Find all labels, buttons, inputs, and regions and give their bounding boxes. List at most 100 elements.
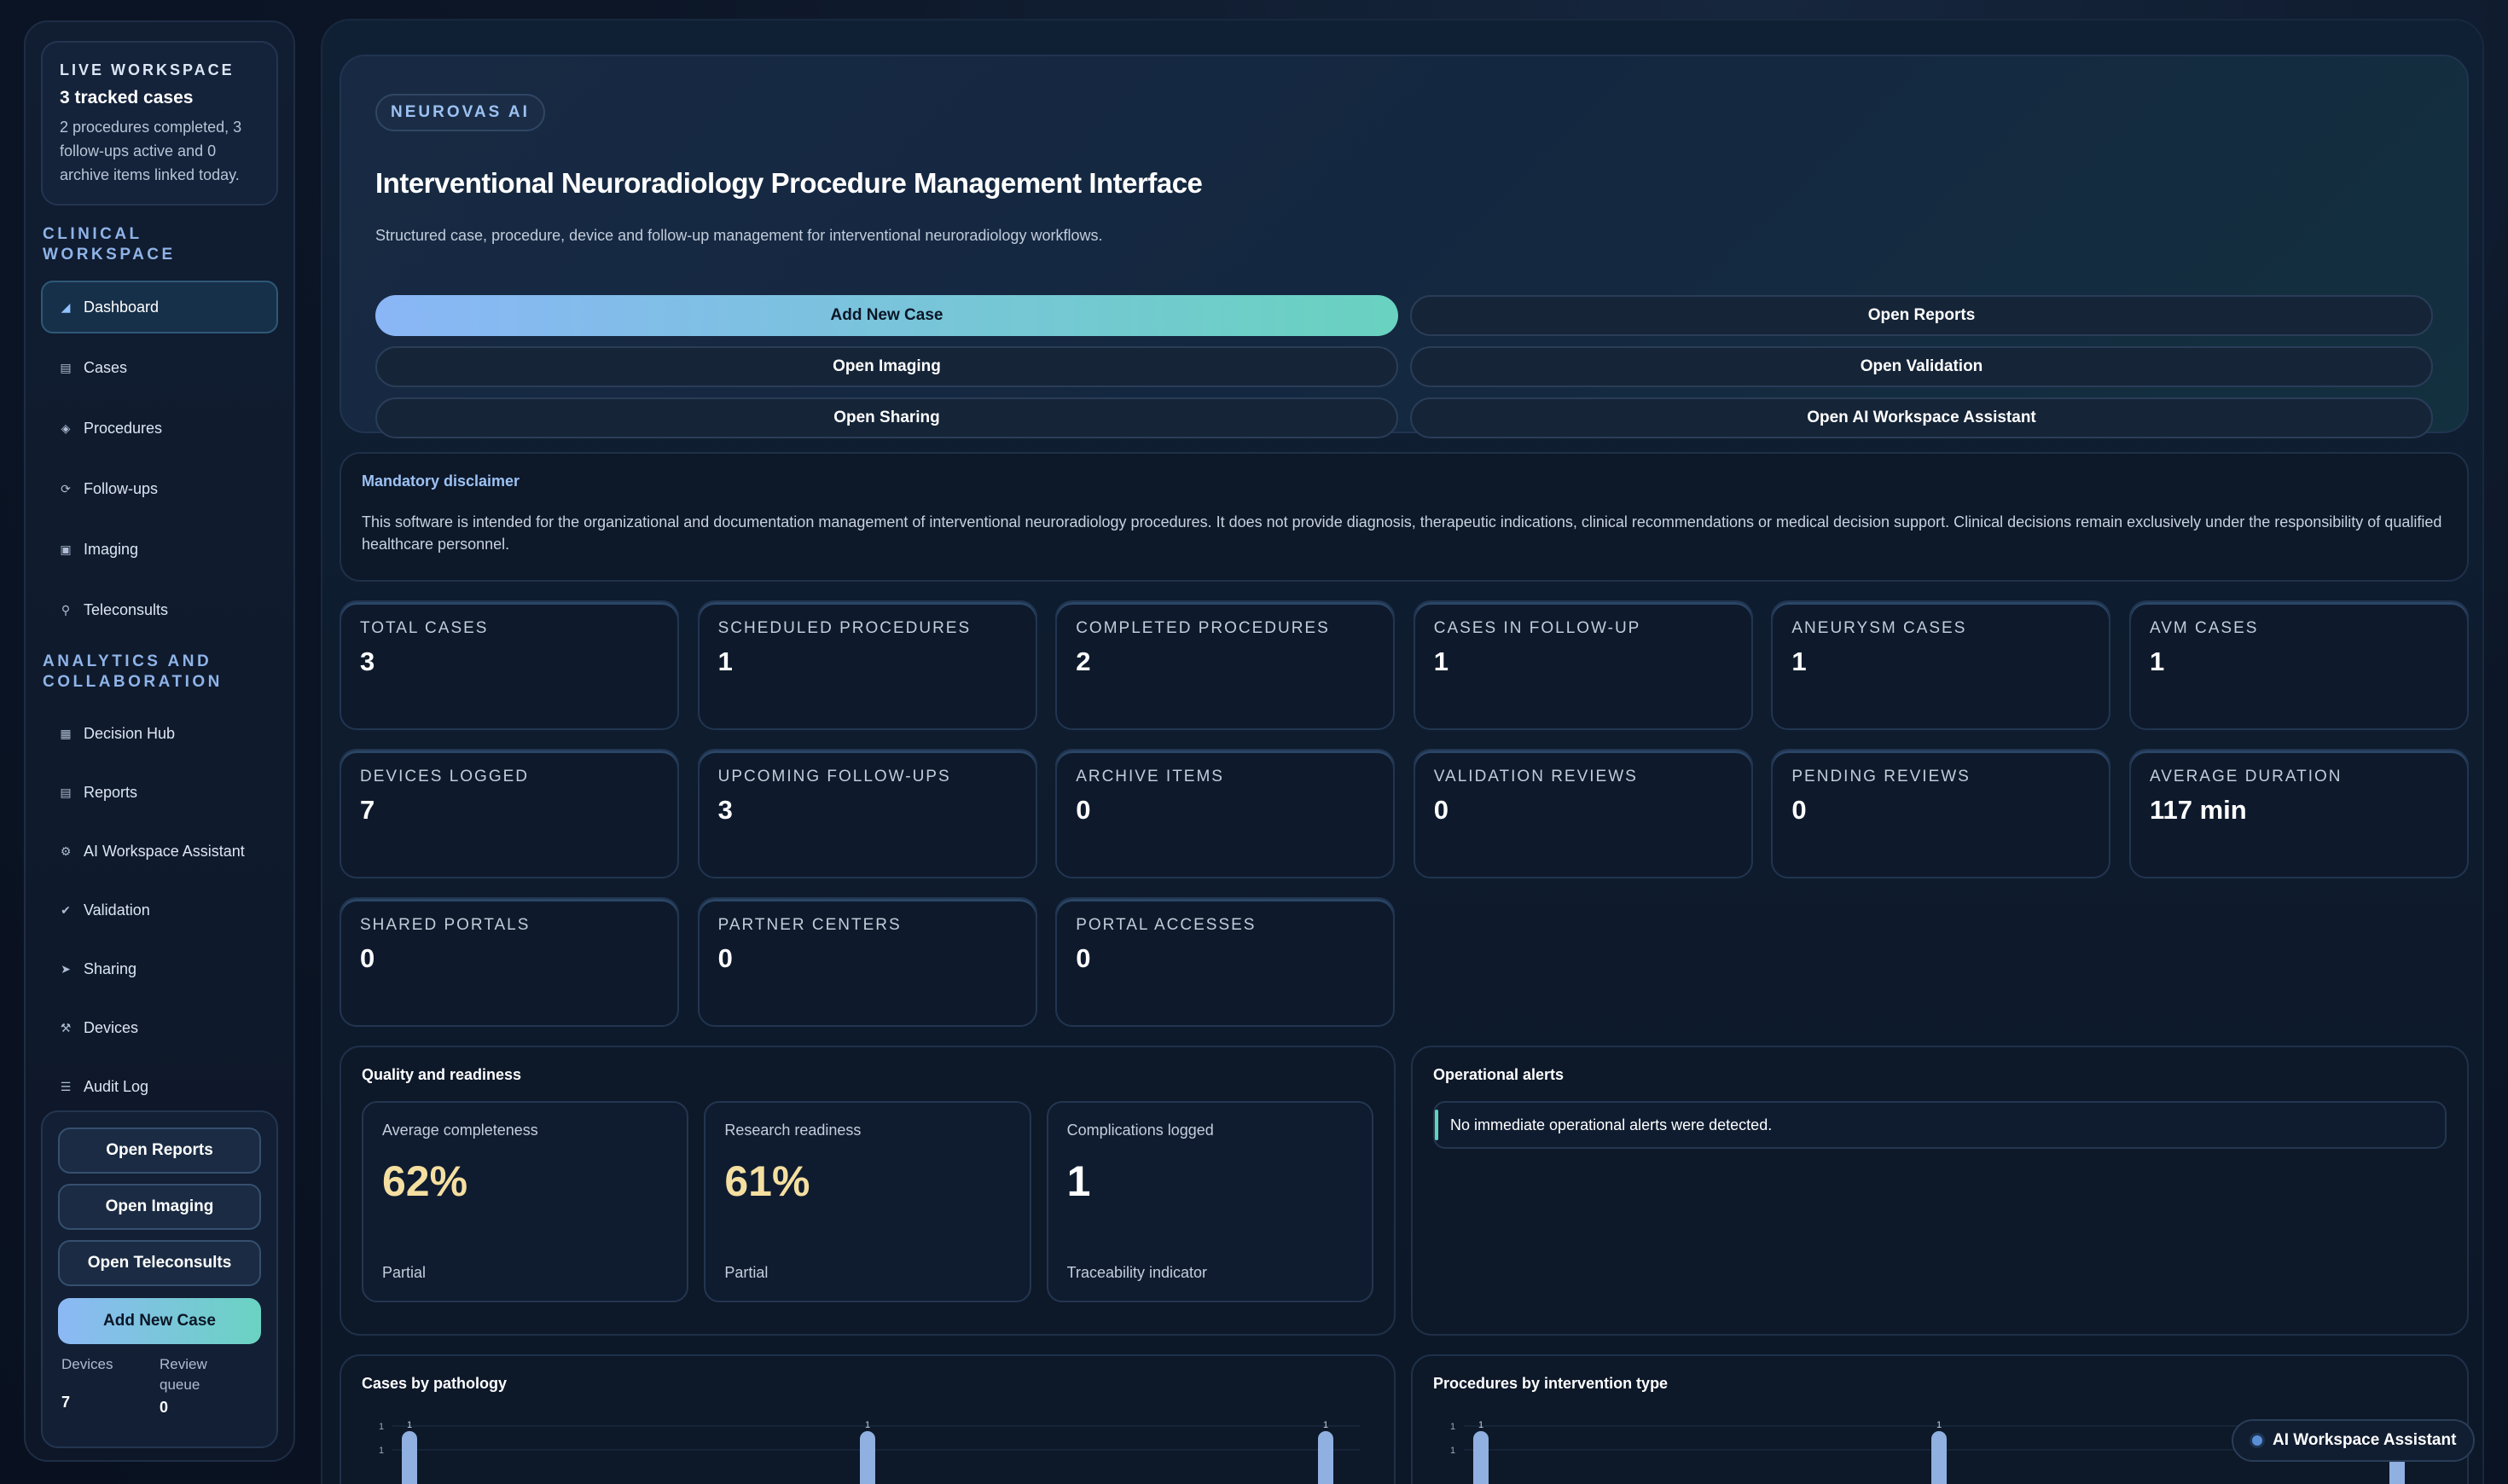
sidebar-item-imaging[interactable]: ▣ Imaging [41,523,278,576]
sidebar-item-label: Dashboard [84,298,160,316]
cases-by-pathology-chart: 1 1 1 1 1 [379,1420,1360,1484]
stat-label: TOTAL CASES [360,619,489,637]
open-reports-button[interactable]: Open Reports [58,1127,261,1174]
check-circle-icon: ✔ [61,902,71,917]
stat-value: 0 [1076,795,1091,825]
clinical-nav: ◢ Dashboard ▤ Cases ◈ Procedures ⟳ Follo… [41,281,278,636]
quality-panel: Quality and readiness Average completene… [340,1046,1396,1336]
sidebar-item-label: Audit Log [84,1077,149,1095]
bar [1473,1431,1489,1484]
sidebar-item-label: AI Workspace Assistant [84,842,245,860]
chart-title: Procedures by intervention type [1433,1375,1669,1392]
share-icon: ➤ [61,961,71,976]
assistant-pill-label: AI Workspace Assistant [2273,1431,2457,1449]
stat-average-duration: AVERAGE DURATION 117 min [2128,749,2469,878]
stat-archive-items: ARCHIVE ITEMS 0 [1055,749,1396,878]
sidebar-item-label: Cases [84,358,128,376]
page-title: Interventional Neuroradiology Procedure … [375,167,1203,199]
sidebar-item-audit-log[interactable]: ☰ Audit Log [41,1061,278,1112]
stat-value: 0 [1076,943,1091,973]
stat-value: 0 [1433,795,1449,825]
stat-scheduled-procedures: SCHEDULED PROCEDURES 1 [697,600,1037,730]
live-workspace-card: LIVE WORKSPACE 3 tracked cases 2 procedu… [41,41,278,206]
sidebar-item-label: Teleconsults [84,600,169,618]
robot-icon: ⚙ [60,843,72,858]
review-queue-label: Review queue [160,1356,207,1393]
cases-by-pathology-panel: Cases by pathology 1 1 1 1 1 [340,1354,1396,1484]
stat-devices-logged: DEVICES LOGGED 7 [340,749,679,878]
sidebar-item-label: Validation [84,901,150,919]
stat-label: CASES IN FOLLOW-UP [1433,619,1641,637]
sidebar-item-sharing[interactable]: ➤ Sharing [41,943,278,994]
quality-title: Quality and readiness [362,1066,522,1083]
stat-completed-procedures: COMPLETED PROCEDURES 2 [1055,600,1396,730]
grid-icon: ▦ [60,726,72,740]
stat-aneurysm-cases: ANEURYSM CASES 1 [1771,600,2111,730]
nav-section-analytics: ANALYTICS AND COLLABORATION [43,652,223,691]
sidebar-item-decision-hub[interactable]: ▦ Decision Hub [41,708,278,759]
hero-panel: NEUROVAS AI Interventional Neuroradiolog… [340,55,2469,438]
sidebar-item-procedures[interactable]: ◈ Procedures [41,402,278,455]
bar-value-label: 1 [407,1420,412,1430]
open-imaging-button[interactable]: Open Imaging [58,1184,261,1230]
folder-icon: ▤ [60,360,72,374]
stat-value: 3 [717,795,733,825]
open-teleconsults-button[interactable]: Open Teleconsults [58,1240,261,1286]
quality-foot: Partial [724,1264,769,1281]
open-reports-button[interactable]: Open Reports [1410,295,2433,336]
status-dot-icon [2252,1435,2262,1446]
stat-total-cases: TOTAL CASES 3 [340,600,679,730]
y-tick-label: 1 [1450,1446,1455,1456]
sidebar: LIVE WORKSPACE 3 tracked cases 2 procedu… [24,20,295,1462]
add-new-case-button[interactable]: Add New Case [375,295,1398,336]
page-subtitle: Structured case, procedure, device and f… [375,227,1103,244]
sidebar-item-label: Follow-ups [84,479,159,497]
stat-value: 0 [1791,795,1807,825]
bar-value-label: 1 [1323,1420,1328,1430]
sidebar-item-follow-ups[interactable]: ⟳ Follow-ups [41,462,278,515]
review-queue-stat: Review queue 0 [160,1354,258,1417]
nav-section-clinical: CLINICAL WORKSPACE [43,225,176,264]
sidebar-item-cases[interactable]: ▤ Cases [41,341,278,394]
brand-tag: NEUROVAS AI [375,94,545,131]
stat-label: DEVICES LOGGED [360,768,529,785]
stat-avm-cases: AVM CASES 1 [2128,600,2469,730]
open-sharing-button[interactable]: Open Sharing [375,397,1398,438]
quick-actions-card: Open Reports Open Imaging Open Teleconsu… [41,1110,278,1448]
wrench-icon: ⚒ [60,1020,72,1035]
devices-stat: Devices 7 [61,1354,160,1417]
bar [1931,1431,1947,1484]
main-content: NEUROVAS AI Interventional Neuroradiolog… [321,19,2484,1484]
sidebar-item-teleconsults[interactable]: ⚲ Teleconsults [41,583,278,636]
stat-value: 1 [1433,646,1449,676]
live-workspace-description: 2 procedures completed, 3 follow-ups act… [60,119,242,183]
y-tick-label: 1 [1450,1422,1455,1432]
stat-validation-reviews: VALIDATION REVIEWS 0 [1413,749,1753,878]
stat-value: 1 [2149,646,2165,676]
chart-title: Cases by pathology [362,1375,508,1392]
sidebar-item-dashboard[interactable]: ◢ Dashboard [41,281,278,333]
stat-value: 0 [717,943,733,973]
ai-workspace-assistant-button[interactable]: AI Workspace Assistant [2232,1419,2476,1462]
sidebar-item-validation[interactable]: ✔ Validation [41,884,278,936]
disclaimer-text: This software is intended for the organi… [362,513,2442,553]
devices-value: 7 [61,1394,71,1411]
stat-cases-in-follow-up: CASES IN FOLLOW-UP 1 [1413,600,1753,730]
sidebar-item-devices[interactable]: ⚒ Devices [41,1002,278,1053]
open-ai-workspace-assistant-button[interactable]: Open AI Workspace Assistant [1410,397,2433,438]
hero-actions: Add New Case Open Reports Open Imaging O… [375,295,2433,438]
review-queue-value: 0 [160,1399,169,1416]
quality-card-research-readiness: Research readiness 61% Partial [704,1101,1031,1302]
add-new-case-button[interactable]: Add New Case [58,1298,261,1344]
stat-label: AVM CASES [2149,619,2259,637]
bar-value-label: 1 [1936,1420,1942,1430]
open-imaging-button[interactable]: Open Imaging [375,346,1398,387]
alerts-title: Operational alerts [1433,1066,1565,1083]
sidebar-item-label: Sharing [84,959,137,977]
sidebar-item-reports[interactable]: ▤ Reports [41,767,278,818]
open-validation-button[interactable]: Open Validation [1410,346,2433,387]
sidebar-item-ai-workspace-assistant[interactable]: ⚙ AI Workspace Assistant [41,826,278,877]
chart-icon: ◢ [61,299,71,314]
y-tick-label: 1 [379,1446,384,1456]
sidebar-item-label: Procedures [84,419,163,437]
